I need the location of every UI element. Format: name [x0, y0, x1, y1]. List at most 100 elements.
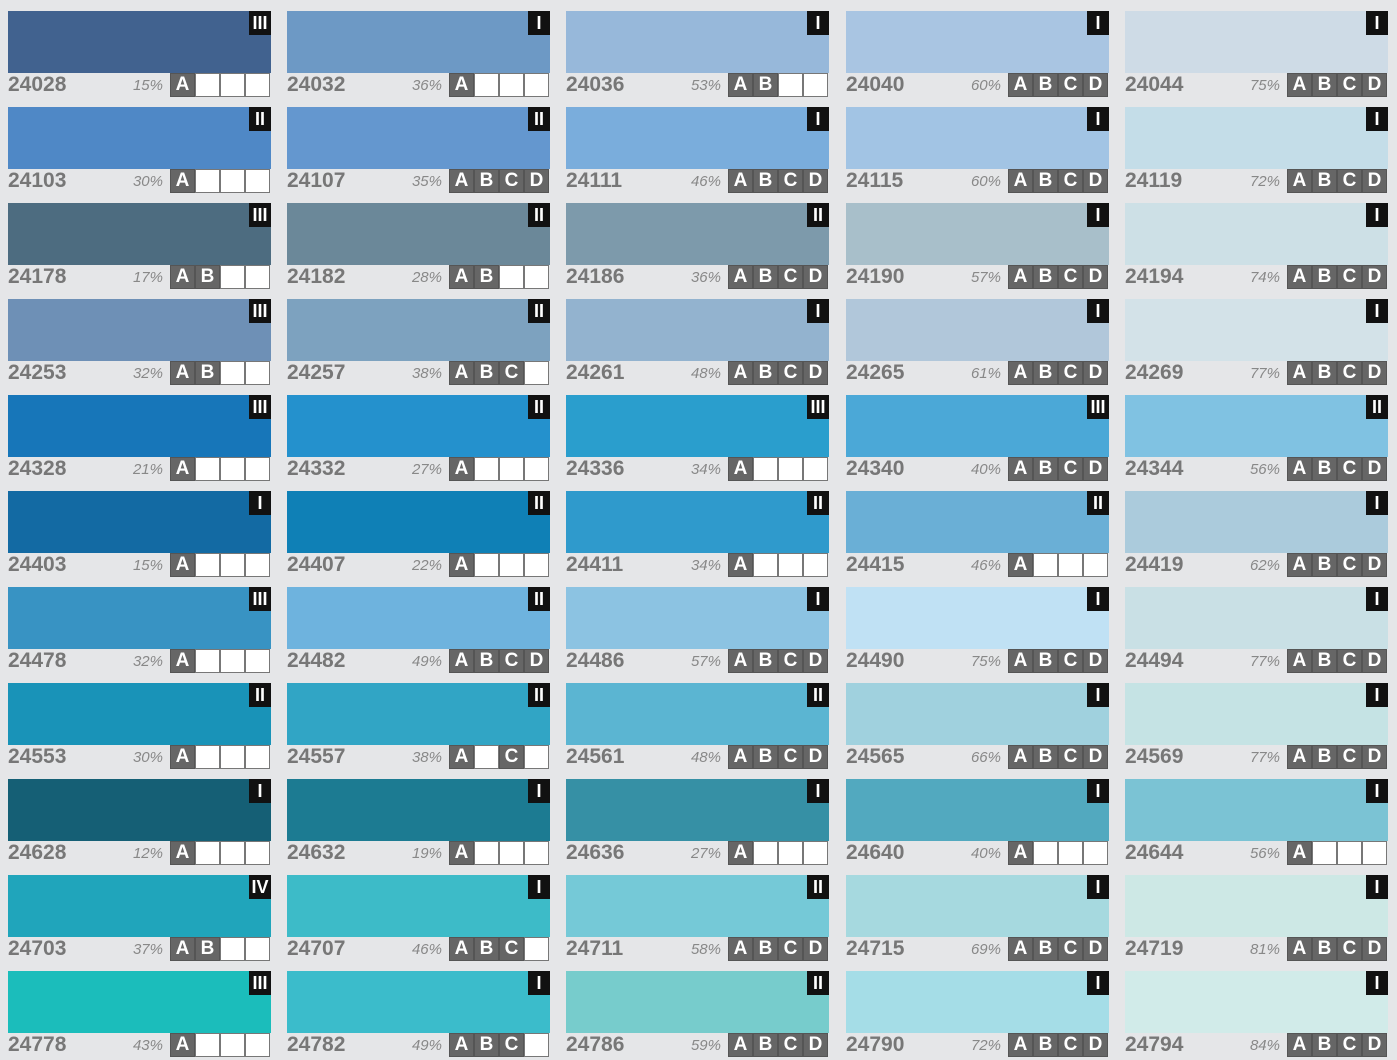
grade-badge: I — [1366, 11, 1388, 35]
color-code: 24257 — [287, 361, 346, 384]
rating-box: A — [1008, 937, 1033, 961]
rating-box: B — [195, 937, 220, 961]
percent: 40% — [970, 845, 1001, 862]
grade-badge: III — [249, 11, 271, 35]
color-chip — [8, 587, 271, 649]
swatch: I 24036 53% A B — [566, 11, 829, 97]
swatch: I 24494 77% A B C D — [1125, 587, 1388, 673]
percent: 77% — [1249, 365, 1280, 382]
percent: 21% — [132, 461, 163, 478]
rating-box — [1033, 841, 1058, 865]
percent: 37% — [132, 941, 163, 958]
color-chip — [1125, 875, 1388, 937]
rating-box: D — [1362, 169, 1387, 193]
rating-box: D — [1083, 361, 1108, 385]
rating-box: C — [1337, 937, 1362, 961]
color-chip — [1125, 779, 1388, 841]
rating-box: C — [499, 361, 524, 385]
grade-badge: I — [1366, 779, 1388, 803]
color-code: 24107 — [287, 169, 346, 192]
rating-box: A — [1008, 73, 1033, 97]
rating-box — [524, 457, 549, 481]
grade-badge: II — [528, 587, 550, 611]
rating-box: B — [753, 73, 778, 97]
rating-box: A — [1008, 553, 1033, 577]
percent: 74% — [1249, 269, 1280, 286]
percent: 46% — [690, 173, 721, 190]
rating-box — [1312, 841, 1337, 865]
rating-box — [524, 73, 549, 97]
rating-box: B — [1312, 265, 1337, 289]
rating-box: B — [753, 745, 778, 769]
color-chip — [1125, 587, 1388, 649]
rating-box — [474, 553, 499, 577]
rating-box: B — [474, 937, 499, 961]
rating-box: A — [1287, 457, 1312, 481]
color-code: 24640 — [846, 841, 905, 864]
rating-box: A — [728, 841, 753, 865]
rating-box: B — [753, 265, 778, 289]
rating-box — [1033, 553, 1058, 577]
rating-box: A — [1008, 265, 1033, 289]
color-chip — [846, 491, 1109, 553]
grade-badge: I — [528, 11, 550, 35]
color-chip — [8, 107, 271, 169]
rating-box: B — [1033, 1033, 1058, 1057]
rating-box: D — [1362, 457, 1387, 481]
rating-box: C — [1058, 649, 1083, 673]
swatch: II 24344 56% A B C D — [1125, 395, 1388, 481]
grade-badge: I — [1087, 203, 1109, 227]
rating-box: C — [1337, 73, 1362, 97]
rating-box — [195, 841, 220, 865]
color-code: 24332 — [287, 457, 346, 480]
rating-box: D — [803, 745, 828, 769]
rating-box — [220, 265, 245, 289]
rating-box: C — [778, 169, 803, 193]
color-code: 24403 — [8, 553, 67, 576]
grade-badge: II — [528, 107, 550, 131]
rating-box — [499, 553, 524, 577]
swatch: I 24111 46% A B C D — [566, 107, 829, 193]
percent: 69% — [970, 941, 1001, 958]
rating-box: A — [170, 265, 195, 289]
rating-box — [524, 937, 549, 961]
rating-box — [778, 553, 803, 577]
color-code: 24261 — [566, 361, 625, 384]
rating-box: B — [1312, 649, 1337, 673]
rating-box: A — [1287, 265, 1312, 289]
rating-box: B — [753, 169, 778, 193]
rating-box — [803, 457, 828, 481]
rating-box: B — [474, 1033, 499, 1057]
color-chip — [566, 203, 829, 265]
rating-box: C — [1058, 745, 1083, 769]
rating-box: D — [1083, 649, 1108, 673]
rating-box — [474, 745, 499, 769]
color-code: 24703 — [8, 937, 67, 960]
rating-box: B — [753, 361, 778, 385]
color-chip — [8, 971, 271, 1033]
percent: 43% — [132, 1037, 163, 1054]
color-chip — [1125, 11, 1388, 73]
rating-box: A — [1287, 841, 1312, 865]
grade-badge: II — [249, 107, 271, 131]
rating-box — [474, 841, 499, 865]
swatch: I 24794 84% A B C D — [1125, 971, 1388, 1057]
color-chip — [566, 875, 829, 937]
rating-box: C — [1058, 169, 1083, 193]
grade-badge: II — [528, 203, 550, 227]
color-code: 24032 — [287, 73, 346, 96]
color-chip — [287, 299, 550, 361]
percent: 15% — [132, 77, 163, 94]
grade-badge: I — [1366, 299, 1388, 323]
color-code: 24569 — [1125, 745, 1184, 768]
swatch: III 24478 32% A — [8, 587, 271, 673]
swatch: III 24253 32% A B — [8, 299, 271, 385]
rating-box: C — [778, 1033, 803, 1057]
color-code: 24178 — [8, 265, 67, 288]
color-code: 24794 — [1125, 1033, 1184, 1056]
rating-box: C — [778, 265, 803, 289]
color-code: 24478 — [8, 649, 67, 672]
swatch: III 24340 40% A B C D — [846, 395, 1109, 481]
percent: 15% — [132, 557, 163, 574]
rating-box: B — [474, 649, 499, 673]
